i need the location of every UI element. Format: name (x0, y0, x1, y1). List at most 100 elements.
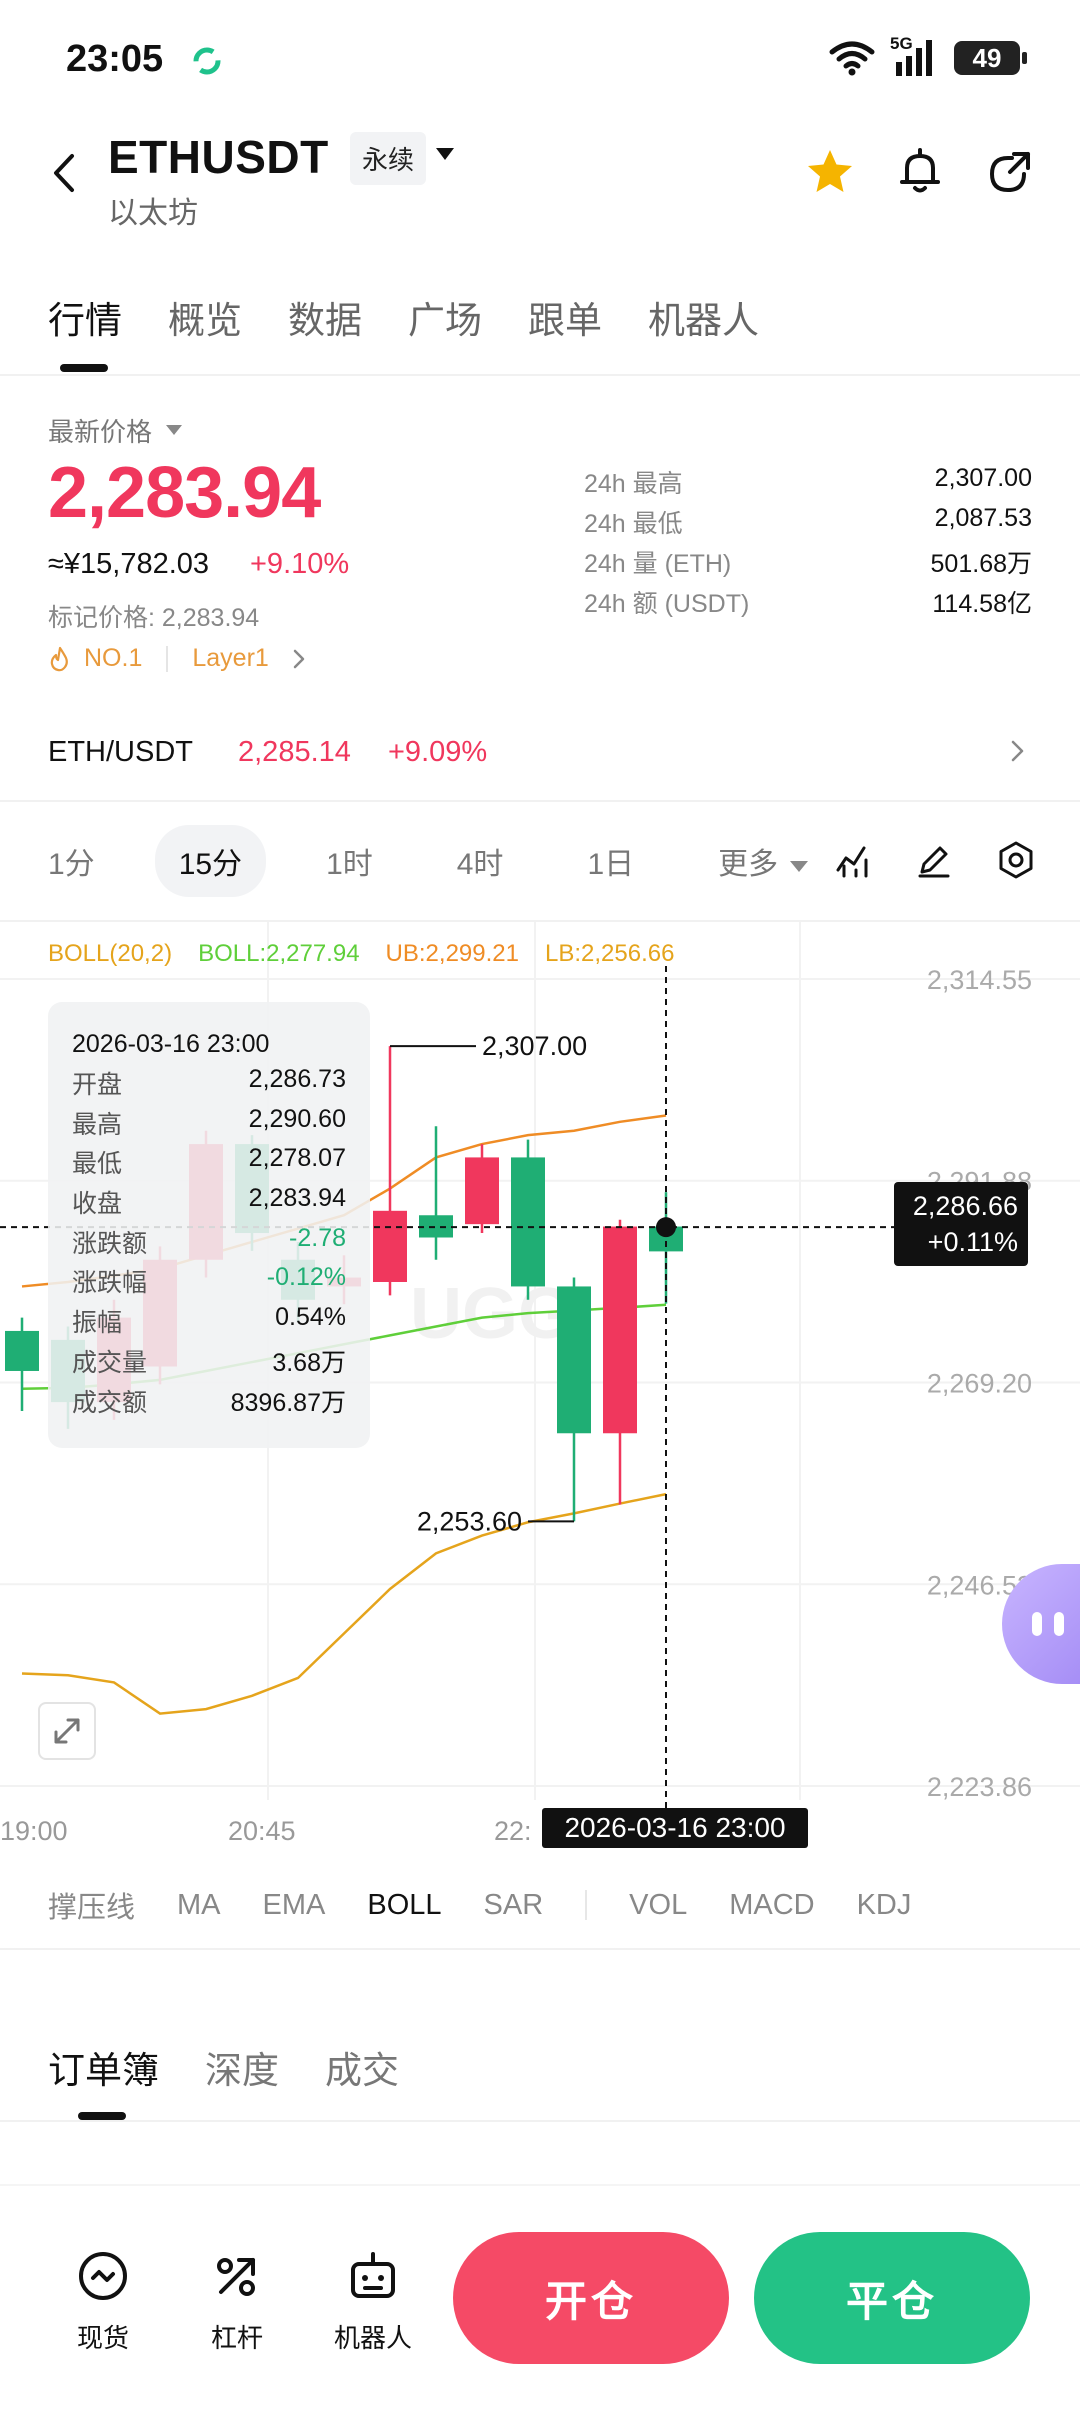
leverage-icon (217, 2258, 255, 2296)
indicator-tabs: 撑压线 MA EMA BOLL SAR VOL MACD KDJ (48, 1884, 953, 1926)
symbol-title[interactable]: ETHUSDT (108, 131, 329, 183)
category-tag[interactable]: Layer1 (192, 644, 269, 672)
tooltip-row-turnover: 成交额 8396.87万 (72, 1388, 346, 1417)
spot-pair-change: +9.09% (388, 736, 488, 768)
tooltip-row-low: 最低 2,278.07 (72, 1144, 346, 1179)
nav-spot-label: 现货 (76, 2323, 129, 2353)
signal-icon: 5G (890, 34, 940, 78)
nav-spot[interactable]: 现货 (48, 2248, 158, 2355)
crosshair-price: 2,286.66 (912, 1191, 1018, 1221)
stats-24h: 24h 最高 2,307.00 24h 最低 2,087.53 24h 量 (ETH… (584, 464, 1032, 624)
tooltip-row-change-pct: 涨跌幅 -0.12% (72, 1263, 346, 1298)
price-type-label[interactable]: 最新价格 (48, 417, 153, 447)
battery-level: 49 (972, 42, 1002, 73)
chart-watermark: UGG (410, 1274, 574, 1354)
network-type: 5G (890, 34, 913, 53)
x-tick-label: 22: (494, 1816, 532, 1846)
divider (0, 374, 1080, 376)
bell-icon[interactable] (894, 146, 946, 198)
indicator-vol[interactable]: VOL (629, 1888, 688, 1921)
wifi-icon (829, 41, 875, 76)
indicator-icon[interactable] (834, 840, 874, 880)
indicator-ma[interactable]: MA (177, 1888, 221, 1921)
indicator-sar[interactable]: SAR (483, 1888, 544, 1921)
interval-1h[interactable]: 1时 (326, 848, 373, 881)
back-icon[interactable] (40, 148, 90, 198)
star-icon[interactable] (804, 146, 856, 198)
last-price: 2,283.94 (48, 453, 321, 533)
interval-selector: 1分 15分 1时 4时 1日 更多 (48, 825, 868, 897)
tab-copy-trading[interactable]: 跟单 (528, 300, 602, 341)
close-position-button[interactable]: 平仓 (754, 2232, 1030, 2364)
tab-depth[interactable]: 深度 (205, 2050, 279, 2091)
tooltip-row-high: 最高 2,290.60 (72, 1104, 346, 1139)
main-tabs: 行情 概览 数据 广场 跟单 机器人 (48, 290, 805, 344)
tab-bots[interactable]: 机器人 (648, 300, 759, 341)
tab-active-indicator (60, 364, 108, 372)
boll-legend: BOLL(20,2) BOLL:2,277.94 UB:2,299.21 LB:… (48, 940, 674, 968)
rank-tag[interactable]: NO.1 (84, 644, 143, 672)
stat-high: 24h 最高 2,307.00 (584, 464, 1032, 498)
interval-4h[interactable]: 4时 (456, 848, 504, 881)
tab-market[interactable]: 行情 (48, 300, 122, 341)
fullscreen-button[interactable] (38, 1702, 96, 1760)
mark-price: 标记价格: 2,283.94 (48, 604, 260, 632)
assistant-eye (1054, 1612, 1064, 1636)
tab-square[interactable]: 广场 (408, 300, 482, 341)
spot-pair-name[interactable]: ETH/USDT (48, 736, 193, 768)
crosshair-pct: +0.11% (927, 1227, 1018, 1257)
indicator-kdj[interactable]: KDJ (856, 1888, 912, 1921)
chevron-down-icon (790, 860, 809, 872)
interval-more[interactable]: 更多 (694, 825, 832, 897)
interval-more-label: 更多 (718, 848, 779, 881)
nav-robot[interactable]: 机器人 (318, 2248, 428, 2355)
settings-icon[interactable] (996, 840, 1036, 880)
candle-body (373, 1210, 407, 1282)
stat-low: 24h 最低 2,087.53 (584, 504, 1032, 538)
tooltip-row-close: 收盘 2,283.94 (72, 1184, 346, 1219)
candle-body (603, 1226, 637, 1434)
indicator-support-resistance[interactable]: 撑压线 (48, 1892, 136, 1924)
high-marker-label: 2,307.00 (482, 1031, 587, 1061)
share-icon[interactable] (984, 146, 1036, 198)
interval-1m[interactable]: 1分 (48, 848, 95, 881)
app-notification-icon (193, 47, 221, 75)
orderbook-tabs: 订单簿 深度 成交 (48, 2040, 445, 2094)
spot-pair-price: 2,285.14 (238, 736, 351, 768)
low-marker-label: 2,253.60 (417, 1506, 522, 1536)
indicator-ema[interactable]: EMA (262, 1888, 326, 1921)
candle-body (511, 1157, 545, 1287)
tab-trades[interactable]: 成交 (325, 2050, 399, 2091)
orderbook-tab-indicator (78, 2112, 126, 2120)
indicator-divider (585, 1890, 588, 1920)
asset-name: 以太坊 (108, 197, 198, 230)
tag-row[interactable]: NO.1 Layer1 (48, 644, 309, 673)
interval-15m[interactable]: 15分 (154, 825, 267, 897)
tooltip-row-volume: 成交量 3.68万 (72, 1348, 346, 1377)
tooltip-date: 2026-03-16 23:00 (72, 1030, 270, 1058)
boll-legend-name: BOLL(20,2) (48, 940, 173, 967)
nav-leverage[interactable]: 杠杆 (182, 2248, 292, 2355)
tab-data[interactable]: 数据 (288, 300, 362, 341)
status-icons: 5G 49 (828, 34, 1027, 78)
draw-icon[interactable] (914, 840, 954, 880)
contract-type-badge[interactable]: 永续 (350, 132, 427, 185)
x-tick-label: 20:45 (228, 1816, 296, 1846)
tab-orderbook[interactable]: 订单簿 (48, 2050, 159, 2091)
battery-icon: 49 (954, 41, 1027, 75)
symbol-dropdown-icon[interactable] (436, 148, 454, 160)
tab-overview[interactable]: 概览 (168, 300, 242, 341)
spot-icon (79, 2252, 127, 2300)
indicator-macd[interactable]: MACD (729, 1888, 815, 1921)
expand-icon (54, 1718, 80, 1744)
chevron-right-icon (293, 649, 305, 668)
candle-body (419, 1215, 453, 1238)
tooltip-row-change: 涨跌额 -2.78 (72, 1223, 346, 1258)
boll-legend-ub: UB:2,299.21 (385, 940, 519, 967)
chevron-right-icon[interactable] (1004, 738, 1030, 764)
tooltip-row-open: 开盘 2,286.73 (72, 1065, 346, 1099)
interval-1d[interactable]: 1日 (587, 848, 635, 881)
price-type-dropdown-icon[interactable] (166, 425, 182, 435)
open-position-button[interactable]: 开仓 (453, 2232, 729, 2364)
indicator-boll[interactable]: BOLL (367, 1888, 442, 1921)
